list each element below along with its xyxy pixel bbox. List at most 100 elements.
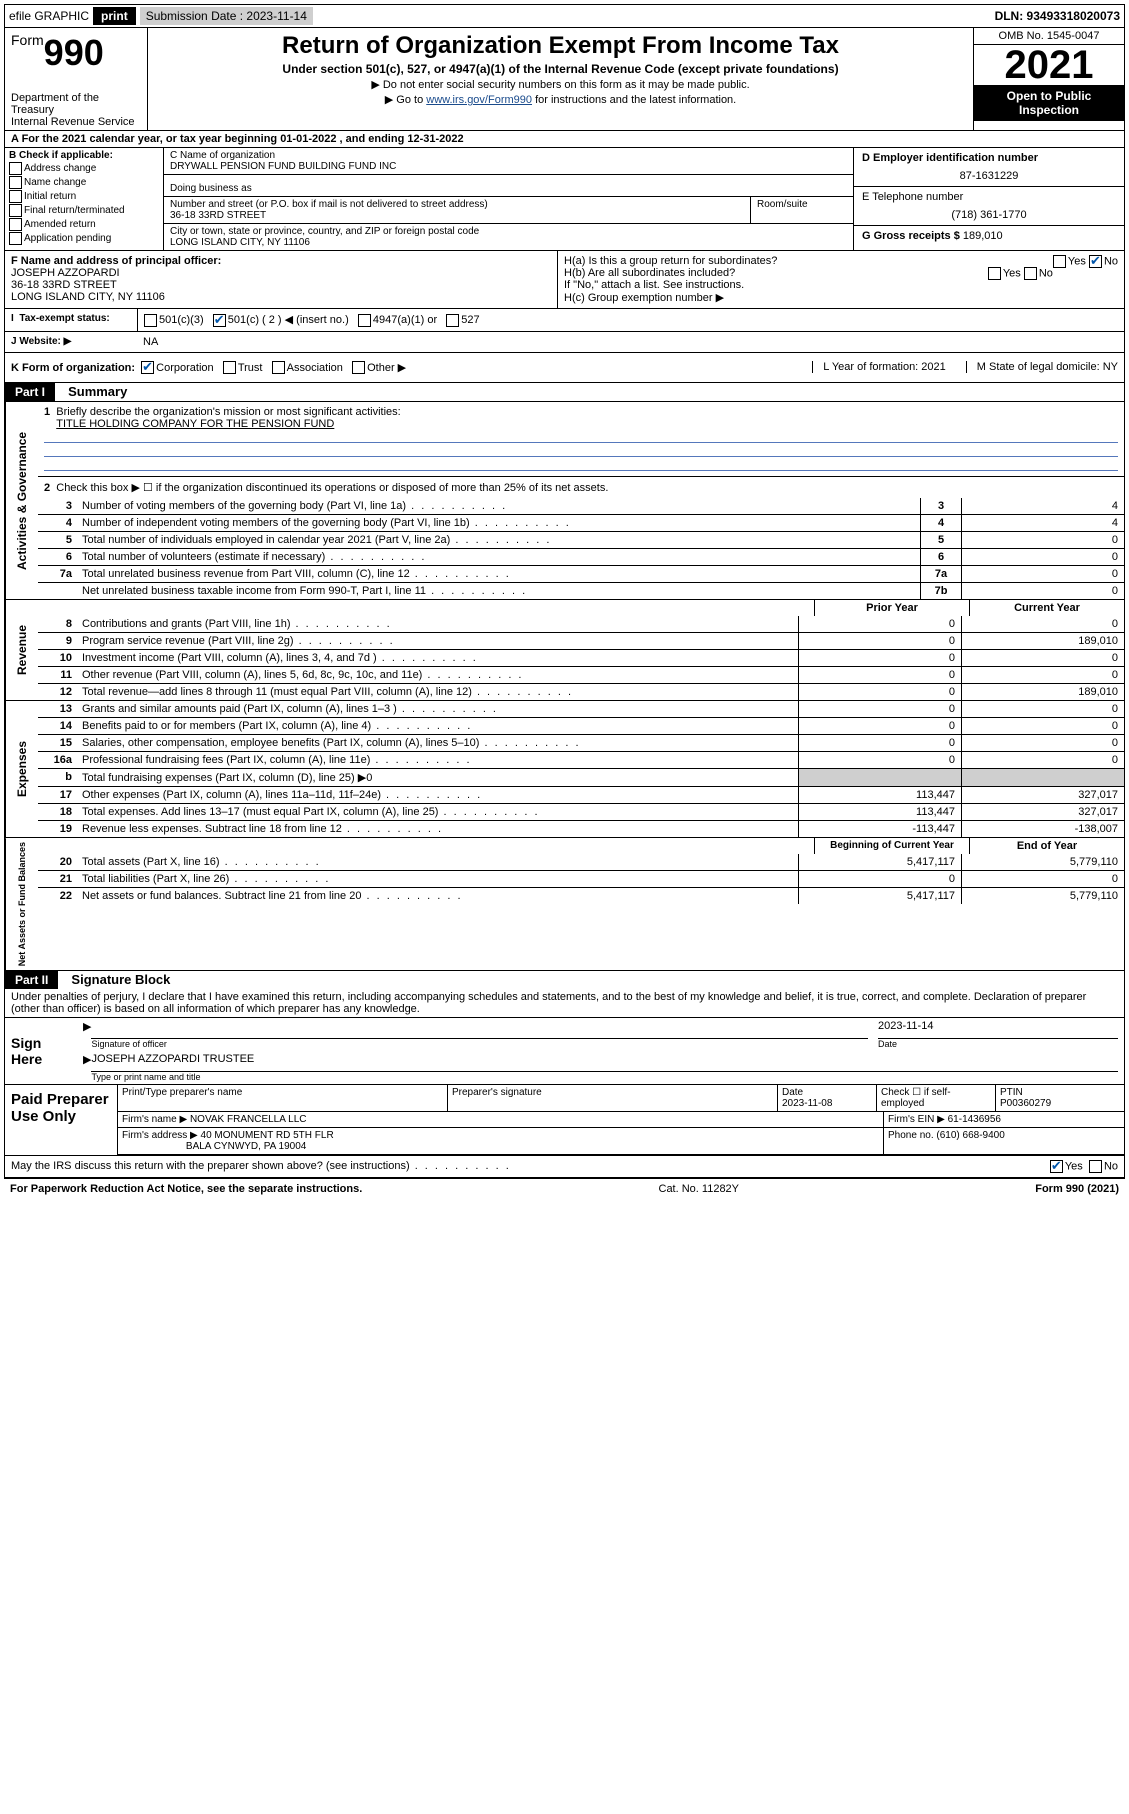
firm-addr2: BALA CYNWYD, PA 19004 bbox=[186, 1141, 306, 1152]
may-irs-row: May the IRS discuss this return with the… bbox=[5, 1155, 1124, 1177]
part2-bar: Part II Signature Block bbox=[5, 970, 1124, 989]
opt-527[interactable]: 527 bbox=[461, 314, 479, 326]
efile-header-bar: efile GRAPHIC print Submission Date : 20… bbox=[4, 4, 1125, 27]
opt-501c3[interactable]: 501(c)(3) bbox=[159, 314, 204, 326]
chk-final-return[interactable]: Final return/terminated bbox=[9, 204, 159, 217]
ein: 87-1631229 bbox=[862, 170, 1116, 182]
chk-name-change[interactable]: Name change bbox=[9, 176, 159, 189]
firm-phone: (610) 668-9400 bbox=[936, 1130, 1004, 1141]
street: 36-18 33RD STREET bbox=[170, 210, 744, 221]
opt-501c[interactable]: 501(c) ( 2 ) ◀ (insert no.) bbox=[228, 314, 349, 326]
officer-name: JOSEPH AZZOPARDI TRUSTEE bbox=[91, 1053, 1118, 1072]
dept-treasury: Department of the Treasury bbox=[11, 92, 141, 116]
col-d: D Employer identification number 87-1631… bbox=[854, 148, 1124, 250]
hdr-current-year: Current Year bbox=[969, 600, 1124, 616]
sig-officer-label: Signature of officer bbox=[91, 1039, 868, 1049]
ptin: P00360279 bbox=[1000, 1098, 1051, 1109]
goto-note: ▶ Go to www.irs.gov/Form990 for instruct… bbox=[154, 93, 967, 106]
form-number-cell: Form990 Department of the Treasury Inter… bbox=[5, 28, 148, 130]
gov-line: Net unrelated business taxable income fr… bbox=[38, 582, 1124, 599]
vlabel-netassets: Net Assets or Fund Balances bbox=[5, 838, 38, 970]
line-a: A For the 2021 calendar year, or tax yea… bbox=[5, 130, 1124, 147]
part1-title: Summary bbox=[68, 384, 127, 399]
opt-4947[interactable]: 4947(a)(1) or bbox=[373, 314, 437, 326]
firm-addr1: 40 MONUMENT RD 5TH FLR bbox=[201, 1130, 334, 1141]
mission-text: TITLE HOLDING COMPANY FOR THE PENSION FU… bbox=[56, 418, 334, 430]
rev-line: 8 Contributions and grants (Part VIII, l… bbox=[38, 616, 1124, 632]
gross-receipts: 189,010 bbox=[963, 230, 1003, 242]
section-fh: F Name and address of principal officer:… bbox=[5, 250, 1124, 308]
title-right: OMB No. 1545-0047 2021 Open to Public In… bbox=[974, 28, 1124, 130]
net-line: 20 Total assets (Part X, line 16) 5,417,… bbox=[38, 854, 1124, 870]
net-line: 21 Total liabilities (Part X, line 26) 0… bbox=[38, 870, 1124, 887]
may-irs-text: May the IRS discuss this return with the… bbox=[11, 1160, 511, 1173]
ha-question: H(a) Is this a group return for subordin… bbox=[564, 255, 777, 267]
ein-label: D Employer identification number bbox=[862, 152, 1116, 164]
chk-amended-return[interactable]: Amended return bbox=[9, 218, 159, 231]
city-label: City or town, state or province, country… bbox=[170, 226, 847, 237]
k-label: K Form of organization: bbox=[11, 362, 135, 374]
tax-exempt-row: I Tax-exempt status: 501(c)(3) 501(c) ( … bbox=[5, 308, 1124, 331]
vlabel-expenses: Expenses bbox=[5, 701, 38, 837]
section-bcd: B Check if applicable: Address change Na… bbox=[5, 147, 1124, 250]
k-trust[interactable]: Trust bbox=[238, 362, 263, 374]
gov-line: 3 Number of voting members of the govern… bbox=[38, 498, 1124, 514]
website-row: J Website: ▶ NA bbox=[5, 331, 1124, 352]
chk-application-pending[interactable]: Application pending bbox=[9, 232, 159, 245]
exp-line: 13 Grants and similar amounts paid (Part… bbox=[38, 701, 1124, 717]
m-state-domicile: M State of legal domicile: NY bbox=[966, 361, 1118, 373]
col-b: B Check if applicable: Address change Na… bbox=[5, 148, 164, 250]
paid-preparer-block: Paid Preparer Use Only Print/Type prepar… bbox=[5, 1084, 1124, 1155]
check-self-employed[interactable]: Check ☐ if self-employed bbox=[876, 1085, 995, 1111]
form-subtitle: Under section 501(c), 527, or 4947(a)(1)… bbox=[154, 62, 967, 76]
form-num: 990 bbox=[44, 32, 104, 73]
chk-initial-return[interactable]: Initial return bbox=[9, 190, 159, 203]
form-title: Return of Organization Exempt From Incom… bbox=[154, 32, 967, 60]
rev-line: 10 Investment income (Part VIII, column … bbox=[38, 649, 1124, 666]
mission-label: Briefly describe the organization's miss… bbox=[56, 406, 400, 418]
exp-line: 15 Salaries, other compensation, employe… bbox=[38, 734, 1124, 751]
tax-year: 2021 bbox=[974, 45, 1124, 85]
ssn-note: ▶ Do not enter social security numbers o… bbox=[154, 78, 967, 91]
gov-line: 5 Total number of individuals employed i… bbox=[38, 531, 1124, 548]
exp-line: 17 Other expenses (Part IX, column (A), … bbox=[38, 786, 1124, 803]
hdr-end-year: End of Year bbox=[969, 838, 1124, 854]
klm-row: K Form of organization: Corporation Trus… bbox=[5, 352, 1124, 383]
website-value: NA bbox=[143, 336, 158, 348]
netassets-section: Net Assets or Fund Balances Beginning of… bbox=[5, 837, 1124, 970]
chk-address-change[interactable]: Address change bbox=[9, 162, 159, 175]
dept-irs: Internal Revenue Service bbox=[11, 116, 141, 128]
line2-text: Check this box ▶ ☐ if the organization d… bbox=[56, 482, 608, 494]
k-corporation[interactable]: Corporation bbox=[156, 362, 213, 374]
k-association[interactable]: Association bbox=[287, 362, 343, 374]
rev-line: 9 Program service revenue (Part VIII, li… bbox=[38, 632, 1124, 649]
net-line: 22 Net assets or fund balances. Subtract… bbox=[38, 887, 1124, 904]
expenses-section: Expenses 13 Grants and similar amounts p… bbox=[5, 700, 1124, 837]
principal-officer: F Name and address of principal officer:… bbox=[5, 251, 558, 308]
dba-label: Doing business as bbox=[170, 183, 847, 194]
sign-here-label: Sign Here bbox=[5, 1018, 77, 1084]
hdr-beginning-year: Beginning of Current Year bbox=[814, 838, 969, 854]
b-header: B Check if applicable: bbox=[9, 150, 159, 161]
type-name-label: Type or print name and title bbox=[91, 1072, 1118, 1082]
exp-line: 18 Total expenses. Add lines 13–17 (must… bbox=[38, 803, 1124, 820]
footer: For Paperwork Reduction Act Notice, see … bbox=[4, 1178, 1125, 1199]
declaration-text: Under penalties of perjury, I declare th… bbox=[5, 989, 1124, 1017]
governance-section: Activities & Governance 1 Briefly descri… bbox=[5, 401, 1124, 599]
section-h: H(a) Is this a group return for subordin… bbox=[558, 251, 1124, 308]
telephone: (718) 361-1770 bbox=[862, 209, 1116, 221]
revenue-section: Revenue Prior Year Current Year 8 Contri… bbox=[5, 599, 1124, 700]
irs-link[interactable]: www.irs.gov/Form990 bbox=[426, 94, 532, 106]
footer-right: Form 990 (2021) bbox=[1035, 1183, 1119, 1195]
paid-preparer-label: Paid Preparer Use Only bbox=[5, 1085, 117, 1155]
sig-date: 2023-11-14 bbox=[878, 1020, 1118, 1039]
vlabel-governance: Activities & Governance bbox=[5, 402, 38, 599]
print-button[interactable]: print bbox=[93, 7, 136, 25]
exp-line: b Total fundraising expenses (Part IX, c… bbox=[38, 768, 1124, 786]
org-name: DRYWALL PENSION FUND BUILDING FUND INC bbox=[170, 161, 847, 172]
dln: DLN: 93493318020073 bbox=[995, 9, 1120, 23]
k-other[interactable]: Other ▶ bbox=[367, 362, 406, 374]
prep-sig-label: Preparer's signature bbox=[447, 1085, 777, 1111]
hb-note: If "No," attach a list. See instructions… bbox=[564, 279, 1118, 291]
exp-line: 19 Revenue less expenses. Subtract line … bbox=[38, 820, 1124, 837]
